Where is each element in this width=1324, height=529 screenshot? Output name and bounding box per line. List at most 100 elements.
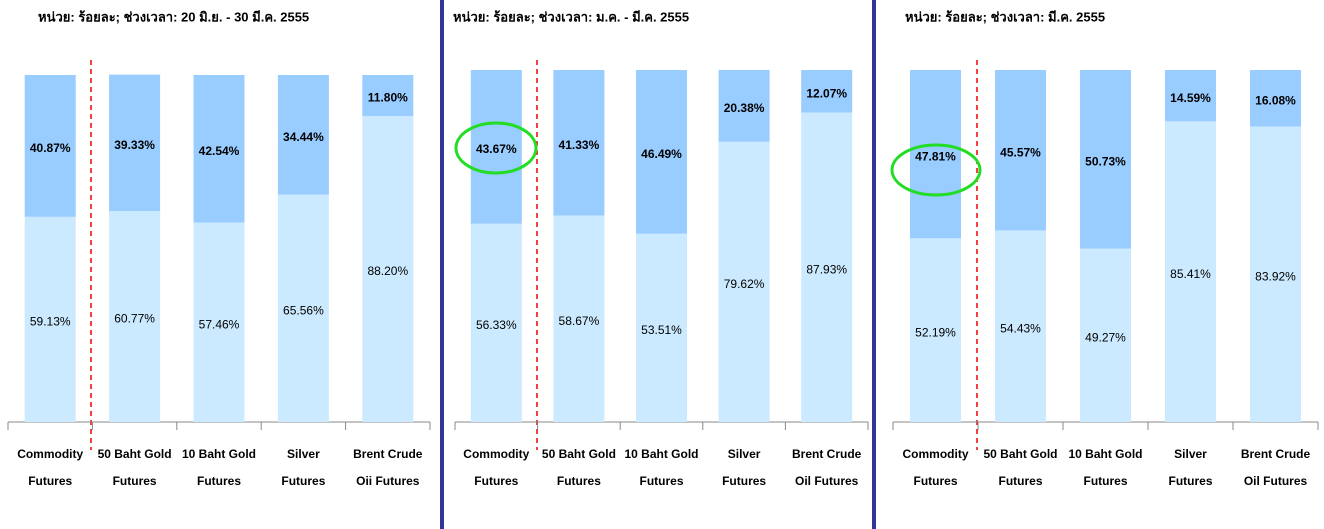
bar-segment (718, 70, 770, 142)
data-label: 11.80% (368, 91, 408, 105)
bar-segment (718, 141, 770, 422)
data-label: 50.73% (1085, 154, 1126, 168)
x-tick-label: 50 Baht Gold (983, 447, 1057, 461)
x-tick-label: Brent Crude (353, 447, 423, 461)
x-tick-label: Oii Futures (356, 474, 420, 488)
x-tick-label: Futures (1083, 474, 1127, 488)
x-tick-label: Oil Futures (1244, 474, 1308, 488)
data-label: 41.33% (559, 138, 600, 152)
x-tick-label: Futures (913, 474, 957, 488)
x-tick-label: Futures (557, 474, 601, 488)
data-label: 39.33% (114, 138, 155, 152)
bar-segment (995, 70, 1046, 231)
bar-segment (1250, 126, 1301, 423)
x-tick-label: Futures (281, 474, 325, 488)
data-label: 58.67% (559, 314, 600, 328)
data-label: 83.92% (1255, 269, 1296, 283)
data-label: 45.57% (1000, 145, 1041, 159)
bar-segment (1080, 248, 1131, 422)
x-tick-label: Oil Futures (795, 474, 859, 488)
chart-title: หน่วย: ร้อยละ; ช่วงเวลา: มี.ค. 2555 (905, 9, 1105, 24)
x-tick-label: Futures (639, 474, 683, 488)
bar-segment (470, 70, 522, 224)
bar-segment (277, 194, 329, 422)
x-tick-label: Commodity (463, 447, 529, 461)
x-tick-label: Silver (1174, 447, 1207, 461)
bar-segment (801, 112, 853, 423)
chart-title: หน่วย: ร้อยละ; ช่วงเวลา: ม.ค. - มี.ค. 25… (453, 9, 689, 24)
bar-segment (1165, 70, 1216, 122)
data-label: 65.56% (283, 303, 324, 317)
bar-segment (553, 215, 605, 422)
data-label: 85.41% (1170, 267, 1211, 281)
data-label: 16.08% (1255, 93, 1296, 107)
x-tick-label: Commodity (903, 447, 969, 461)
bar-segment (470, 223, 522, 422)
x-tick-label: 10 Baht Gold (624, 447, 698, 461)
bar-segment (109, 211, 161, 422)
x-tick-label: 50 Baht Gold (98, 447, 172, 461)
bar-segment (995, 230, 1046, 422)
data-label: 43.67% (476, 142, 517, 156)
bar-segment (24, 216, 76, 422)
bar-segment (1165, 121, 1216, 422)
bar-segment (193, 222, 245, 422)
data-label: 56.33% (476, 318, 517, 332)
bar-segment (910, 70, 961, 239)
data-label: 34.44% (283, 130, 324, 144)
bar-segment (910, 238, 961, 422)
x-tick-label: 10 Baht Gold (182, 447, 256, 461)
divider (440, 0, 444, 529)
data-label: 20.38% (724, 101, 765, 115)
plots: หน่วย: ร้อยละ; ช่วงเวลา: 20 มิ.ย. - 30 ม… (7, 9, 1319, 488)
chart-title: หน่วย: ร้อยละ; ช่วงเวลา: 20 มิ.ย. - 30 ม… (38, 9, 309, 24)
bar-segment (362, 75, 414, 116)
bar-segment (801, 70, 853, 113)
highlight (890, 143, 982, 197)
data-label: 54.43% (1000, 321, 1041, 335)
bar-segment (109, 74, 161, 212)
data-label: 87.93% (806, 262, 847, 276)
x-tick-label: Commodity (17, 447, 83, 461)
data-label: 46.49% (641, 147, 682, 161)
data-label: 49.27% (1085, 330, 1126, 344)
x-tick-label: Silver (728, 447, 761, 461)
bar-segment (277, 75, 329, 195)
data-label: 60.77% (114, 312, 155, 326)
data-label: 53.51% (641, 323, 682, 337)
x-tick-label: Futures (998, 474, 1042, 488)
x-tick-label: Futures (197, 474, 241, 488)
data-label: 88.20% (367, 264, 408, 278)
bar-segment (636, 70, 687, 234)
x-tick-label: Futures (1168, 474, 1212, 488)
x-tick-label: Futures (474, 474, 518, 488)
x-tick-label: 10 Baht Gold (1068, 447, 1142, 461)
x-tick-label: Futures (113, 474, 157, 488)
x-tick-label: Futures (722, 474, 766, 488)
data-label: 14.59% (1170, 91, 1211, 105)
x-tick-label: 50 Baht Gold (542, 447, 616, 461)
x-tick-label: Silver (287, 447, 320, 461)
highlight (454, 121, 538, 175)
bar-segment (1250, 70, 1301, 127)
bar-segment (636, 233, 687, 422)
bar-segment (24, 75, 76, 217)
x-tick-label: Brent Crude (1241, 447, 1311, 461)
x-tick-label: Brent Crude (792, 447, 862, 461)
bar-segment (362, 115, 414, 423)
data-label: 57.46% (199, 317, 240, 331)
bar-segment (1080, 70, 1131, 249)
data-label: 52.19% (915, 325, 956, 339)
data-label: 79.62% (724, 277, 765, 291)
bar-segment (193, 75, 245, 223)
data-label: 47.81% (915, 149, 956, 163)
data-label: 40.87% (30, 141, 71, 155)
bar-segment (553, 70, 605, 216)
data-label: 59.13% (30, 315, 71, 329)
divider (872, 0, 876, 529)
data-label: 42.54% (199, 144, 240, 158)
data-label: 12.07% (806, 86, 847, 100)
x-tick-label: Futures (28, 474, 72, 488)
